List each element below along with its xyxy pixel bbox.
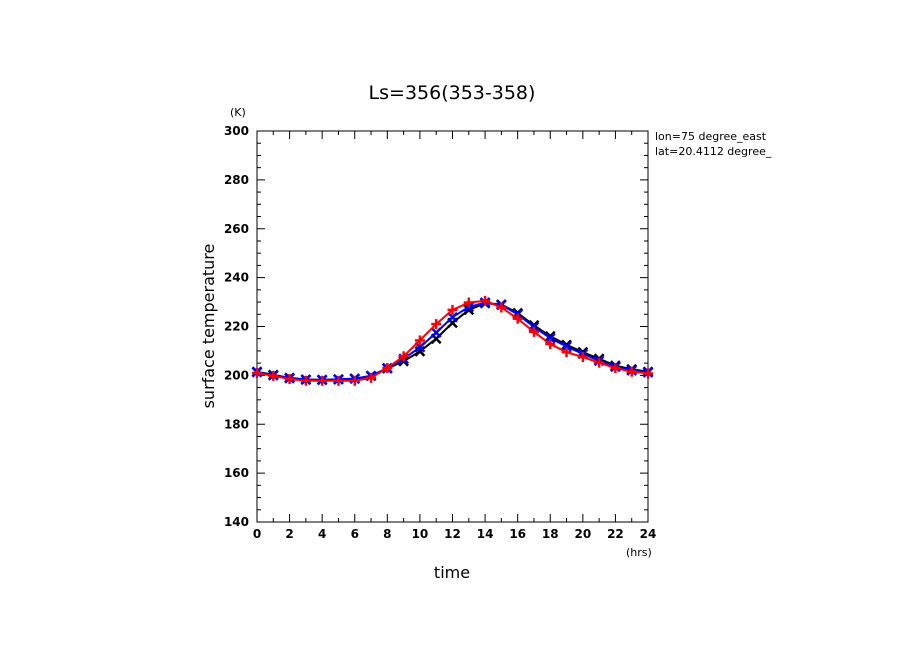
x-tick-label: 22: [607, 527, 624, 541]
y-unit-label: (K): [230, 106, 246, 119]
x-tick-label: 12: [444, 527, 461, 541]
data-point: [610, 363, 621, 374]
x-tick-label: 10: [412, 527, 429, 541]
data-point: [528, 326, 539, 337]
data-point: [496, 302, 507, 313]
y-tick-label: 140: [224, 515, 249, 529]
data-point: [594, 357, 605, 368]
chart-title: Ls=356(353-358): [369, 82, 536, 104]
y-tick-label: 280: [224, 173, 249, 187]
data-point: [447, 304, 458, 315]
x-tick-label: 16: [509, 527, 526, 541]
data-point: [561, 341, 572, 352]
marker-stroke: [430, 327, 442, 338]
data-point: [643, 368, 653, 379]
y-tick-label: 180: [224, 417, 249, 431]
marker-stroke: [561, 341, 572, 352]
data-point: [414, 335, 425, 346]
data-point: [317, 375, 328, 386]
data-point: [300, 375, 311, 386]
data-point: [512, 313, 523, 324]
y-tick-label: 300: [224, 124, 249, 138]
marker-stroke: [414, 346, 426, 357]
y-tick-label: 160: [224, 466, 249, 480]
data-point: [577, 352, 588, 363]
data-point: [268, 370, 279, 381]
data-point: [398, 351, 409, 362]
x-tick-label: 2: [285, 527, 293, 541]
y-tick-label: 240: [224, 271, 249, 285]
data-point: [366, 372, 377, 383]
data-point: [626, 366, 637, 377]
x-tick-label: 18: [542, 527, 559, 541]
x-tick-label: 6: [351, 527, 359, 541]
data-point: [545, 339, 556, 350]
data-point: [431, 319, 442, 330]
x-unit-label: (hrs): [626, 546, 652, 559]
annotation-lon: lon=75 degree_east: [655, 130, 767, 143]
data-point: [252, 367, 262, 378]
x-tick-label: 20: [574, 527, 591, 541]
data-point: [284, 374, 295, 385]
data-point: [349, 375, 360, 386]
x-tick-label: 0: [253, 527, 261, 541]
data-point: [463, 297, 474, 308]
marker-stroke: [447, 311, 458, 323]
x-tick-label: 14: [477, 527, 494, 541]
data-point: [430, 327, 442, 338]
y-axis-title: surface temperature: [199, 244, 218, 409]
data-point: [447, 311, 458, 323]
y-tick-label: 220: [224, 320, 249, 334]
plot-frame: [256, 130, 649, 523]
data-point: [382, 363, 393, 374]
series-layer: [251, 295, 654, 386]
x-tick-label: 8: [383, 527, 391, 541]
annotation-lat: lat=20.4112 degree_: [655, 145, 772, 158]
data-point: [480, 295, 491, 306]
x-axis-title: time: [434, 563, 470, 582]
marker-stroke: [544, 330, 556, 342]
marker-stroke: [414, 341, 426, 353]
y-tick-label: 200: [224, 368, 249, 382]
axes: 0 2 4 6 8 10 12 14 16 18 20 22 241401601802002202402…: [224, 124, 656, 541]
data-point: [333, 375, 344, 386]
x-tick-label: 24: [640, 527, 657, 541]
y-tick-label: 260: [224, 222, 249, 236]
x-tick-label: 4: [318, 527, 326, 541]
data-point: [561, 347, 572, 358]
